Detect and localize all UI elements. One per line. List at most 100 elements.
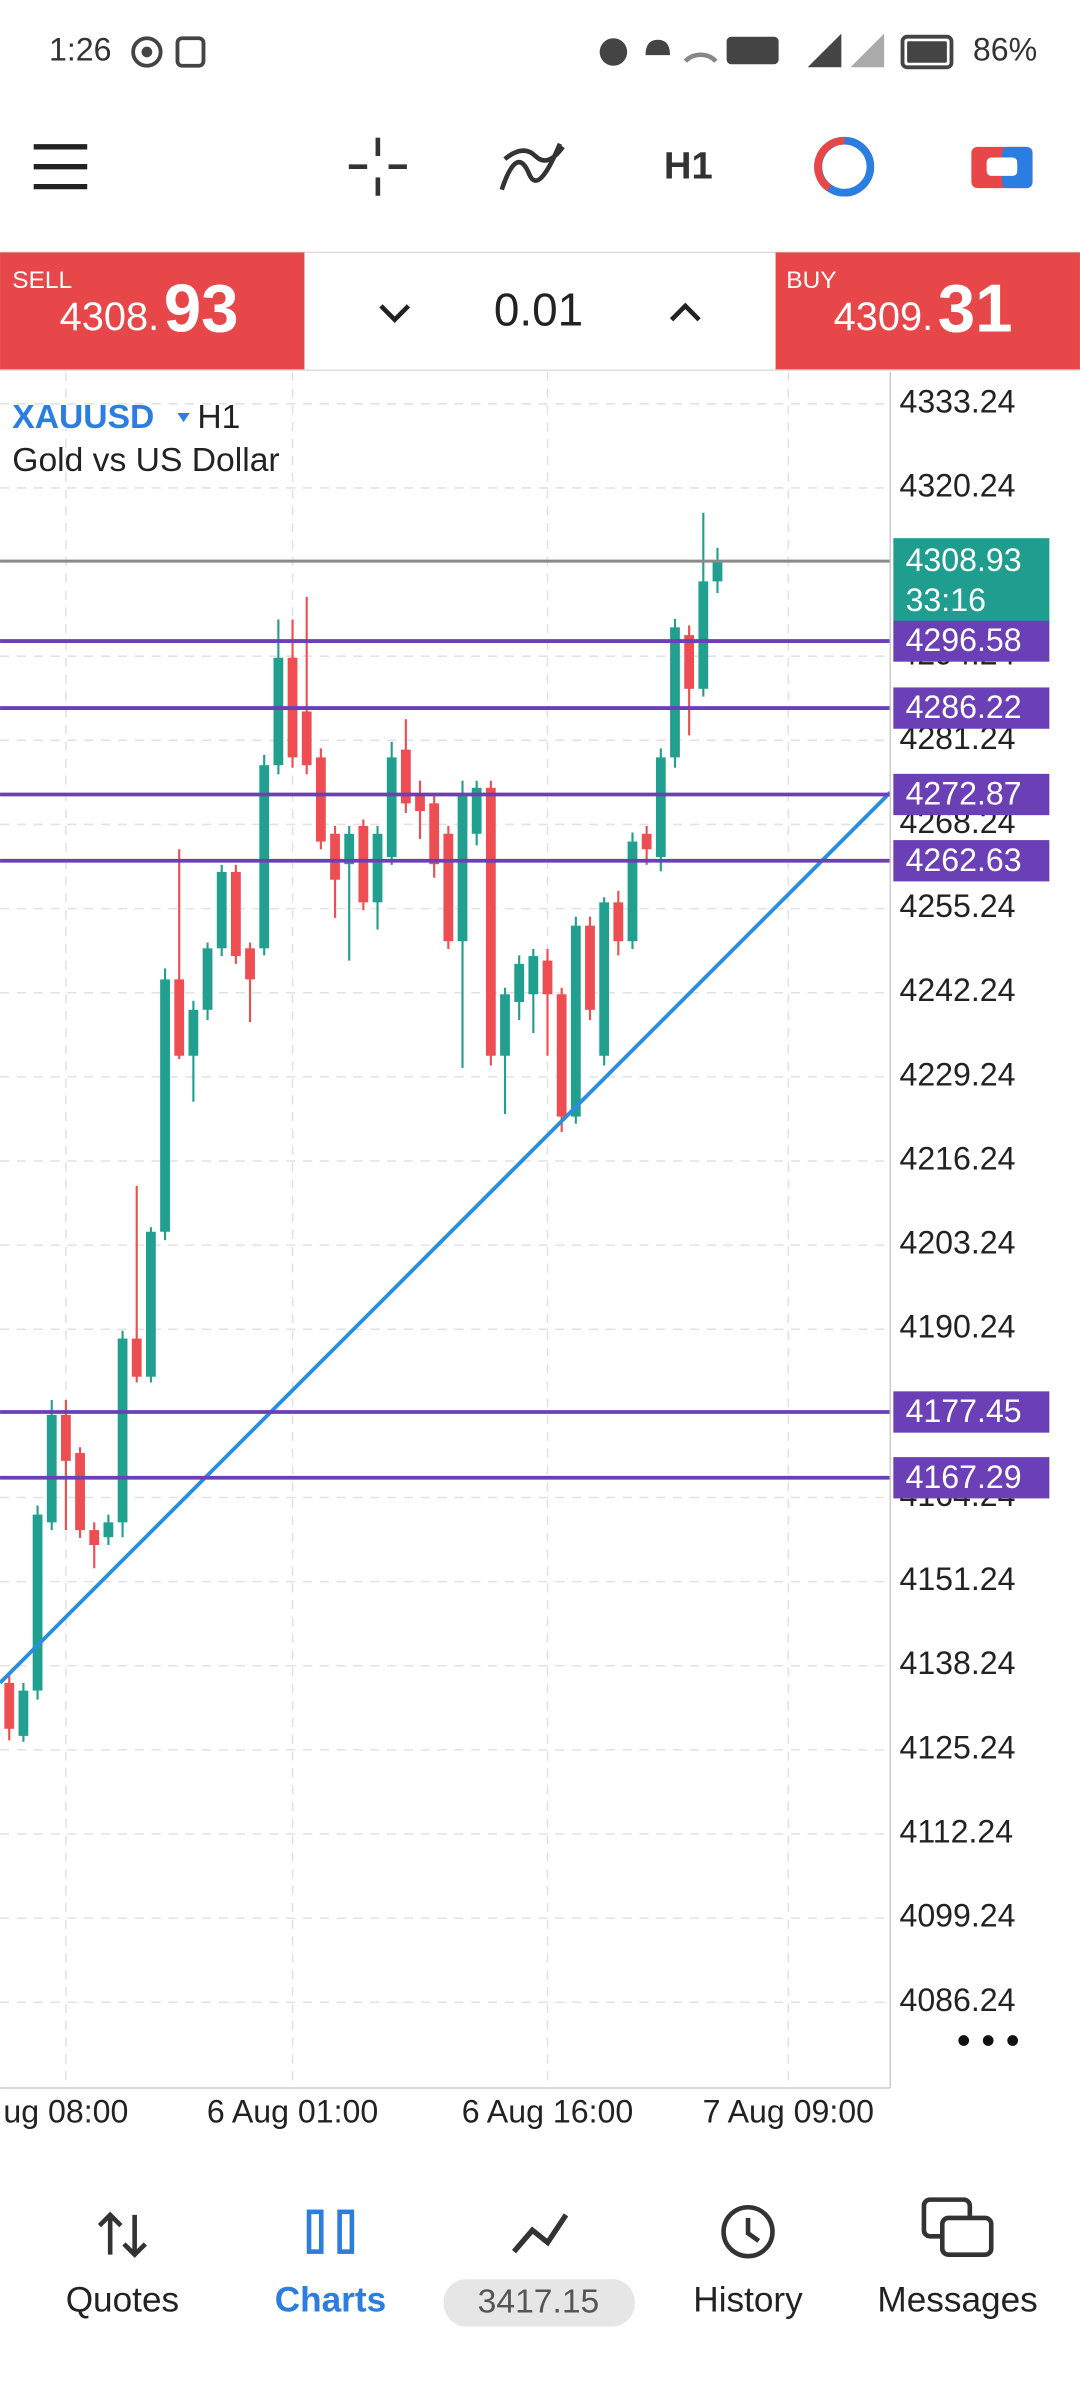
candle-body	[259, 765, 270, 949]
indicators-button[interactable]	[499, 142, 565, 191]
candle-body	[216, 871, 227, 949]
candle-body	[471, 787, 482, 834]
level-tag	[893, 1457, 1050, 1499]
y-tick-label: 4203.24	[899, 1225, 1015, 1261]
candle-body	[117, 1338, 128, 1523]
countdown: 33:16	[906, 582, 986, 618]
nav-charts[interactable]: Charts	[275, 2209, 386, 2320]
objects-button[interactable]	[814, 136, 875, 197]
chart-timeframe: H1	[197, 399, 240, 436]
y-tick-label: 4255.24	[899, 888, 1015, 924]
y-tick-label: 4099.24	[899, 1898, 1015, 1934]
candle-body	[372, 833, 383, 903]
nav-quotes[interactable]: Quotes	[66, 2211, 179, 2319]
candle-body	[570, 925, 581, 1117]
candle-body	[429, 803, 440, 865]
nav-messages[interactable]: Messages	[877, 2197, 1038, 2320]
candle-body	[344, 833, 355, 865]
y-tick-label: 4125.24	[899, 1729, 1015, 1765]
level-tag	[893, 687, 1050, 729]
candle-body	[698, 581, 709, 689]
nav-label: 3417.15	[478, 2284, 600, 2321]
level-tag	[893, 1391, 1050, 1433]
y-tick-label: 4242.24	[899, 972, 1015, 1008]
more-button[interactable]	[958, 2035, 1019, 2046]
candle-body	[131, 1338, 142, 1377]
candle-body	[230, 871, 241, 957]
status-icons	[131, 33, 954, 70]
candle-body	[103, 1522, 114, 1538]
symbol-caret	[177, 413, 190, 423]
x-tick-label: ug 08:00	[3, 2093, 128, 2129]
y-tick-label: 4112.24	[899, 1813, 1013, 1849]
candle-body	[145, 1231, 156, 1377]
sell-label: SELL	[12, 267, 72, 294]
candle-body	[273, 657, 284, 766]
plot-area	[0, 371, 891, 2088]
candle-body	[655, 757, 666, 858]
level-tag-label: 4167.29	[906, 1459, 1022, 1495]
trendline	[0, 790, 891, 1685]
level-tag-label: 4177.45	[906, 1393, 1022, 1429]
nav-history[interactable]: History	[693, 2204, 803, 2319]
level-tag	[893, 620, 1050, 662]
candle-body	[386, 757, 397, 858]
lot-size[interactable]: 0.01	[494, 284, 583, 336]
level-tag	[893, 840, 1050, 882]
candle-body	[528, 956, 539, 995]
crosshair-button[interactable]	[348, 137, 407, 196]
sell-button[interactable]: SELL 4308. 93	[0, 252, 305, 371]
candle-body	[245, 948, 255, 980]
price-tag	[893, 538, 1050, 621]
y-tick-label: 4333.24	[899, 383, 1015, 419]
candle-body	[500, 994, 510, 1056]
candle-body	[684, 635, 695, 689]
y-tick-label: 4190.24	[899, 1309, 1015, 1345]
nav-trade[interactable]: 3417.15	[443, 2213, 635, 2327]
level-tag	[893, 773, 1050, 816]
candle-body	[443, 833, 454, 942]
lot-up[interactable]	[669, 302, 701, 322]
candle-body	[514, 963, 525, 1003]
x-tick-label: 6 Aug 01:00	[207, 2093, 378, 2129]
menu-button[interactable]	[33, 144, 88, 190]
level-tag-label: 4286.22	[906, 689, 1022, 725]
timeframe-button[interactable]: H1	[664, 144, 713, 187]
candle-body	[75, 1453, 85, 1531]
level-tag-label: 4296.58	[906, 622, 1022, 658]
nav-label: History	[693, 2280, 803, 2319]
candle-body	[627, 841, 638, 942]
nav-label: Messages	[877, 2280, 1037, 2319]
candle-body	[400, 749, 411, 804]
candle-body	[61, 1414, 71, 1461]
y-tick-label: 4320.24	[899, 467, 1015, 503]
symbol[interactable]: XAUUSD	[12, 399, 154, 436]
y-tick-label: 4151.24	[899, 1561, 1015, 1597]
candle-body	[330, 833, 340, 880]
buy-button[interactable]: BUY 4309. 31	[775, 252, 1080, 371]
candle-body	[556, 994, 567, 1117]
candle-body	[599, 902, 610, 1056]
chart-title: Gold vs US Dollar	[12, 442, 279, 479]
candle-body	[32, 1514, 43, 1691]
y-tick-label: 4216.24	[899, 1140, 1015, 1176]
y-tick-label: 4138.24	[899, 1645, 1015, 1681]
candle-body	[542, 960, 553, 995]
sell-price: 4308.	[60, 295, 160, 339]
candle-body	[174, 979, 185, 1056]
candle-body	[670, 627, 680, 758]
status-battery: 86%	[973, 31, 1037, 67]
candle-body	[46, 1414, 57, 1523]
trade-button[interactable]	[971, 146, 1033, 189]
y-tick-label: 4086.24	[899, 1982, 1015, 2018]
candle-body	[202, 948, 213, 1010]
buy-price-big: 31	[938, 271, 1013, 346]
x-tick-label: 7 Aug 09:00	[703, 2093, 874, 2129]
candle-body	[301, 711, 312, 766]
candle-body	[613, 902, 624, 942]
lot-down[interactable]	[379, 304, 411, 323]
candle-body	[712, 561, 723, 582]
buy-price: 4309.	[834, 295, 934, 339]
